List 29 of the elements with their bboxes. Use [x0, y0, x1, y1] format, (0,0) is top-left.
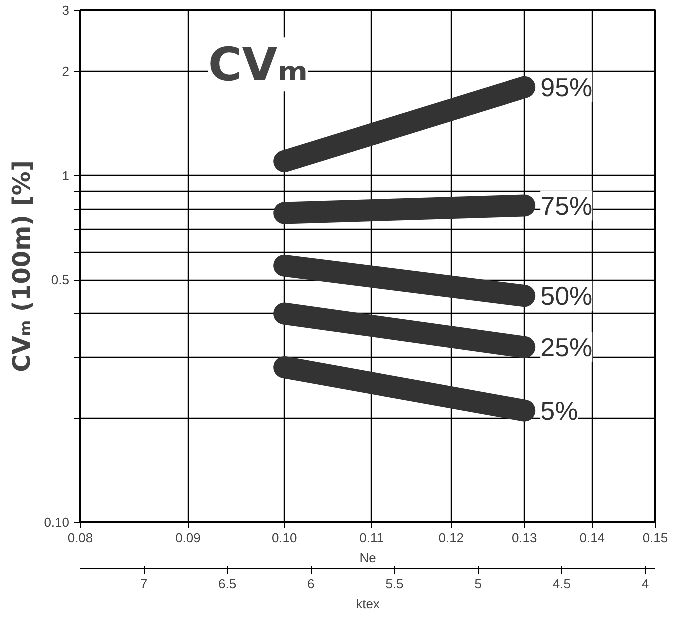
- y-tick-label: 3: [62, 3, 70, 18]
- x-tick-label: 0.14: [580, 530, 606, 546]
- y-axis-title: CVₘ (100m) [%]: [8, 160, 36, 372]
- x2-tick-label: 6: [308, 576, 315, 592]
- x-tick-label: 0.09: [176, 530, 201, 546]
- x-tick-label: 0.13: [512, 530, 538, 546]
- x-tick-label: 0.08: [68, 530, 94, 546]
- x2-axis-title: ktex: [356, 596, 380, 612]
- x2-tick-label: 6.5: [218, 576, 237, 592]
- y-tick-label: 2: [62, 64, 70, 80]
- x2-tick-label: 4: [642, 576, 650, 592]
- y-tick-label: 0.10: [44, 515, 70, 530]
- x-tick-label: 0.12: [438, 530, 464, 546]
- series-label: 5%: [540, 396, 578, 426]
- x2-tick-label: 5.5: [386, 576, 404, 592]
- series-label: 25%: [540, 332, 593, 362]
- x2-tick-label: 4.5: [552, 576, 571, 592]
- y-tick-label: 0.5: [51, 272, 70, 288]
- x2-tick-label: 7: [140, 576, 148, 592]
- x2-tick-label: 5: [474, 576, 482, 592]
- text: CVₘ: [208, 38, 308, 92]
- x-axis-title: Ne: [360, 550, 376, 566]
- x-tick-label: 0.15: [642, 530, 668, 546]
- series-label: 50%: [540, 281, 593, 312]
- y-tick-label: 1: [62, 168, 70, 184]
- x-tick-label: 0.11: [360, 530, 384, 546]
- series-label: 75%: [540, 190, 593, 221]
- series-label: 95%: [540, 72, 593, 102]
- x-tick-label: 0.10: [272, 530, 298, 546]
